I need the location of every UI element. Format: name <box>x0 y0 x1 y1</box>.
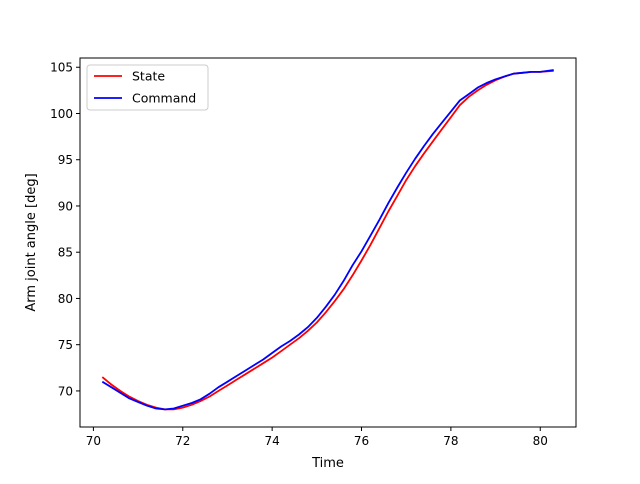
y-tick-label: 105 <box>50 61 73 75</box>
x-tick-label: 76 <box>354 434 369 448</box>
legend-label-command: Command <box>132 91 196 106</box>
y-axis-label: Arm joint angle [deg] <box>24 173 39 311</box>
y-tick-label: 85 <box>58 246 73 260</box>
series-line-state <box>101 70 554 411</box>
series-line-command <box>101 69 554 411</box>
x-axis-label: Time <box>311 456 344 471</box>
y-tick-label: 95 <box>58 153 73 167</box>
x-tick-label: 74 <box>265 434 280 448</box>
legend: State Command <box>86 64 209 111</box>
x-tick-label: 80 <box>533 434 548 448</box>
y-axis: 70 75 80 85 90 95 100 105 <box>50 61 80 398</box>
series-layer <box>101 69 554 411</box>
x-axis: 70 72 74 76 78 80 <box>86 427 548 448</box>
y-tick-label: 100 <box>50 107 73 121</box>
y-tick-label: 80 <box>58 292 73 306</box>
y-tick-label: 90 <box>58 199 73 213</box>
y-tick-label: 70 <box>58 384 73 398</box>
x-tick-label: 78 <box>443 434 458 448</box>
x-tick-label: 72 <box>175 434 190 448</box>
plot-frame <box>79 57 577 428</box>
x-tick-label: 70 <box>86 434 101 448</box>
y-tick-label: 75 <box>58 338 73 352</box>
legend-label-state: State <box>132 69 165 84</box>
